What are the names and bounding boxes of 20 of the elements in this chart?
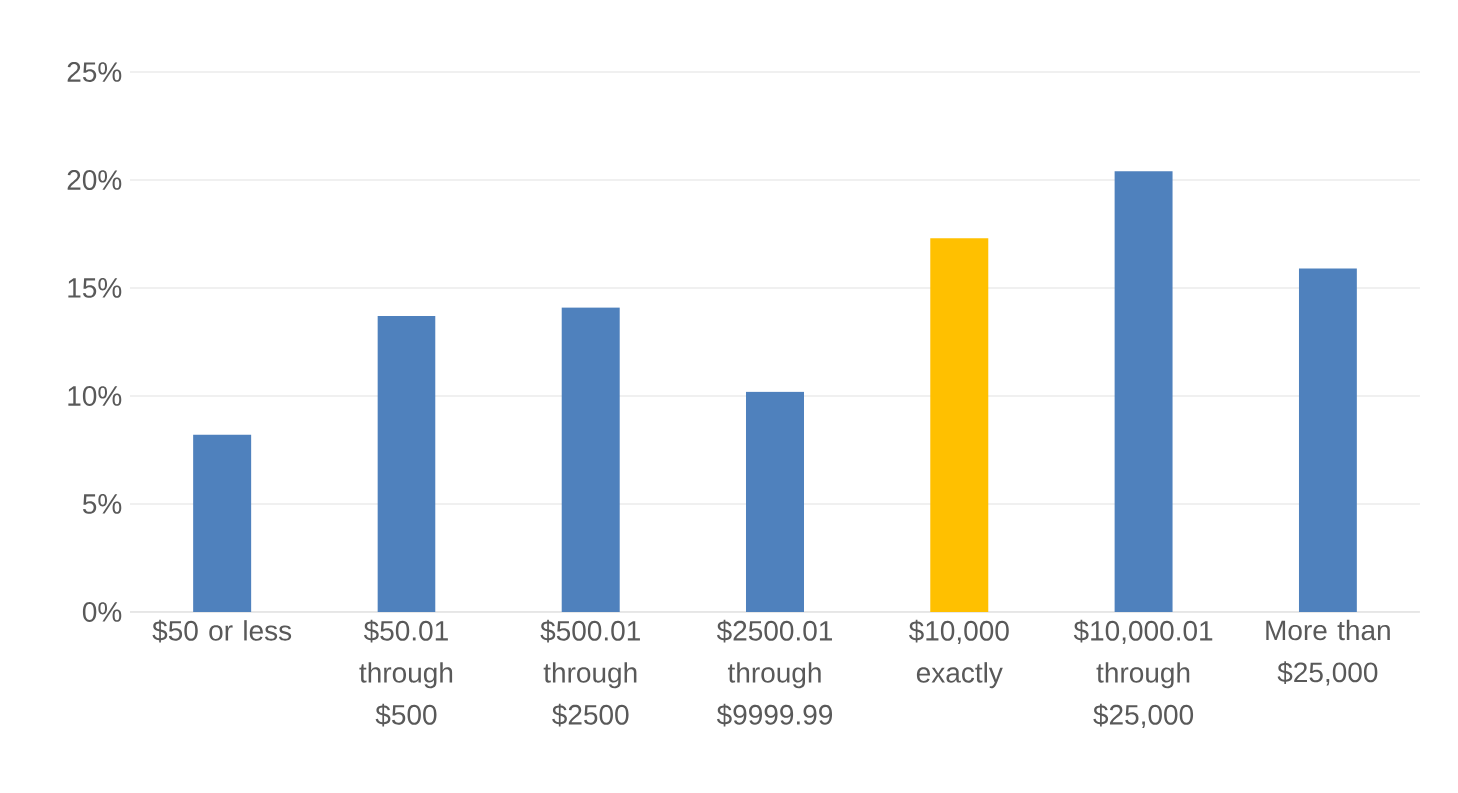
x-tick-label: $10,000 exactly xyxy=(908,619,1009,689)
bar xyxy=(193,434,252,612)
bar xyxy=(1298,268,1357,612)
bar xyxy=(745,391,804,612)
x-tick-label: More than $25,000 xyxy=(1266,619,1390,686)
y-tick-label: 10% xyxy=(68,386,122,406)
x-tick-label: $50 or less xyxy=(152,619,292,643)
y-tick-label: 20% xyxy=(67,170,122,190)
bar xyxy=(561,307,620,612)
y-tick-label: 5% xyxy=(82,494,122,514)
y-tick-label: 0% xyxy=(82,602,122,622)
bar xyxy=(377,316,436,612)
y-tick-label: 25% xyxy=(67,62,122,82)
x-tick-label: $50.01 through $500 xyxy=(359,619,453,727)
x-tick-label: $2500.01 through $9999.99 xyxy=(716,619,833,727)
x-tick-label: $10,000.01 through $25,000 xyxy=(1073,619,1213,729)
y-tick-label: 15% xyxy=(68,278,122,298)
x-tick-label: $500.01 through $2500 xyxy=(540,619,640,727)
bar xyxy=(1114,171,1173,612)
bar xyxy=(930,238,989,612)
